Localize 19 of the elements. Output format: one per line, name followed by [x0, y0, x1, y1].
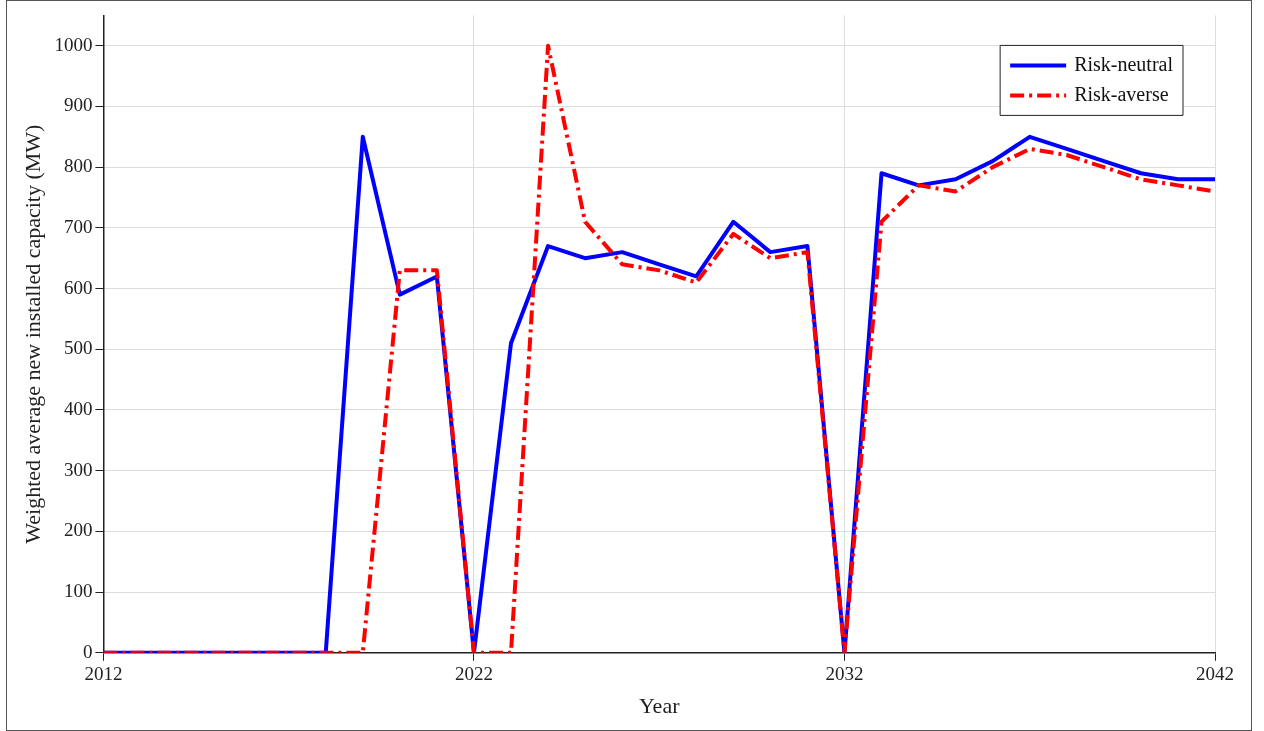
x-axis-title: Year — [638, 692, 681, 718]
legend-label: Risk-averse — [1074, 82, 1169, 105]
x-tick-label: 2012 — [84, 663, 123, 685]
y-tick-label: 600 — [63, 276, 93, 298]
y-tick-label: 100 — [63, 580, 93, 602]
y-tick-label: 300 — [63, 458, 93, 480]
y-axis-title: Weighted average new installed capacity (MW) — [19, 124, 45, 544]
legend-label: Risk-neutral — [1074, 52, 1174, 75]
y-tick-label: 400 — [63, 397, 93, 419]
y-tick-label: 900 — [63, 94, 93, 116]
y-tick-label: 0 — [82, 640, 93, 662]
y-tick-label: 700 — [63, 215, 93, 237]
x-tick-label: 2032 — [825, 663, 864, 685]
y-tick-label: 800 — [63, 155, 93, 177]
y-tick-label: 1000 — [54, 33, 93, 55]
x-tick-label: 2042 — [1196, 663, 1234, 685]
y-tick-label: 200 — [63, 519, 93, 541]
x-tick-label: 2022 — [454, 663, 493, 685]
y-tick-label: 500 — [63, 337, 93, 359]
